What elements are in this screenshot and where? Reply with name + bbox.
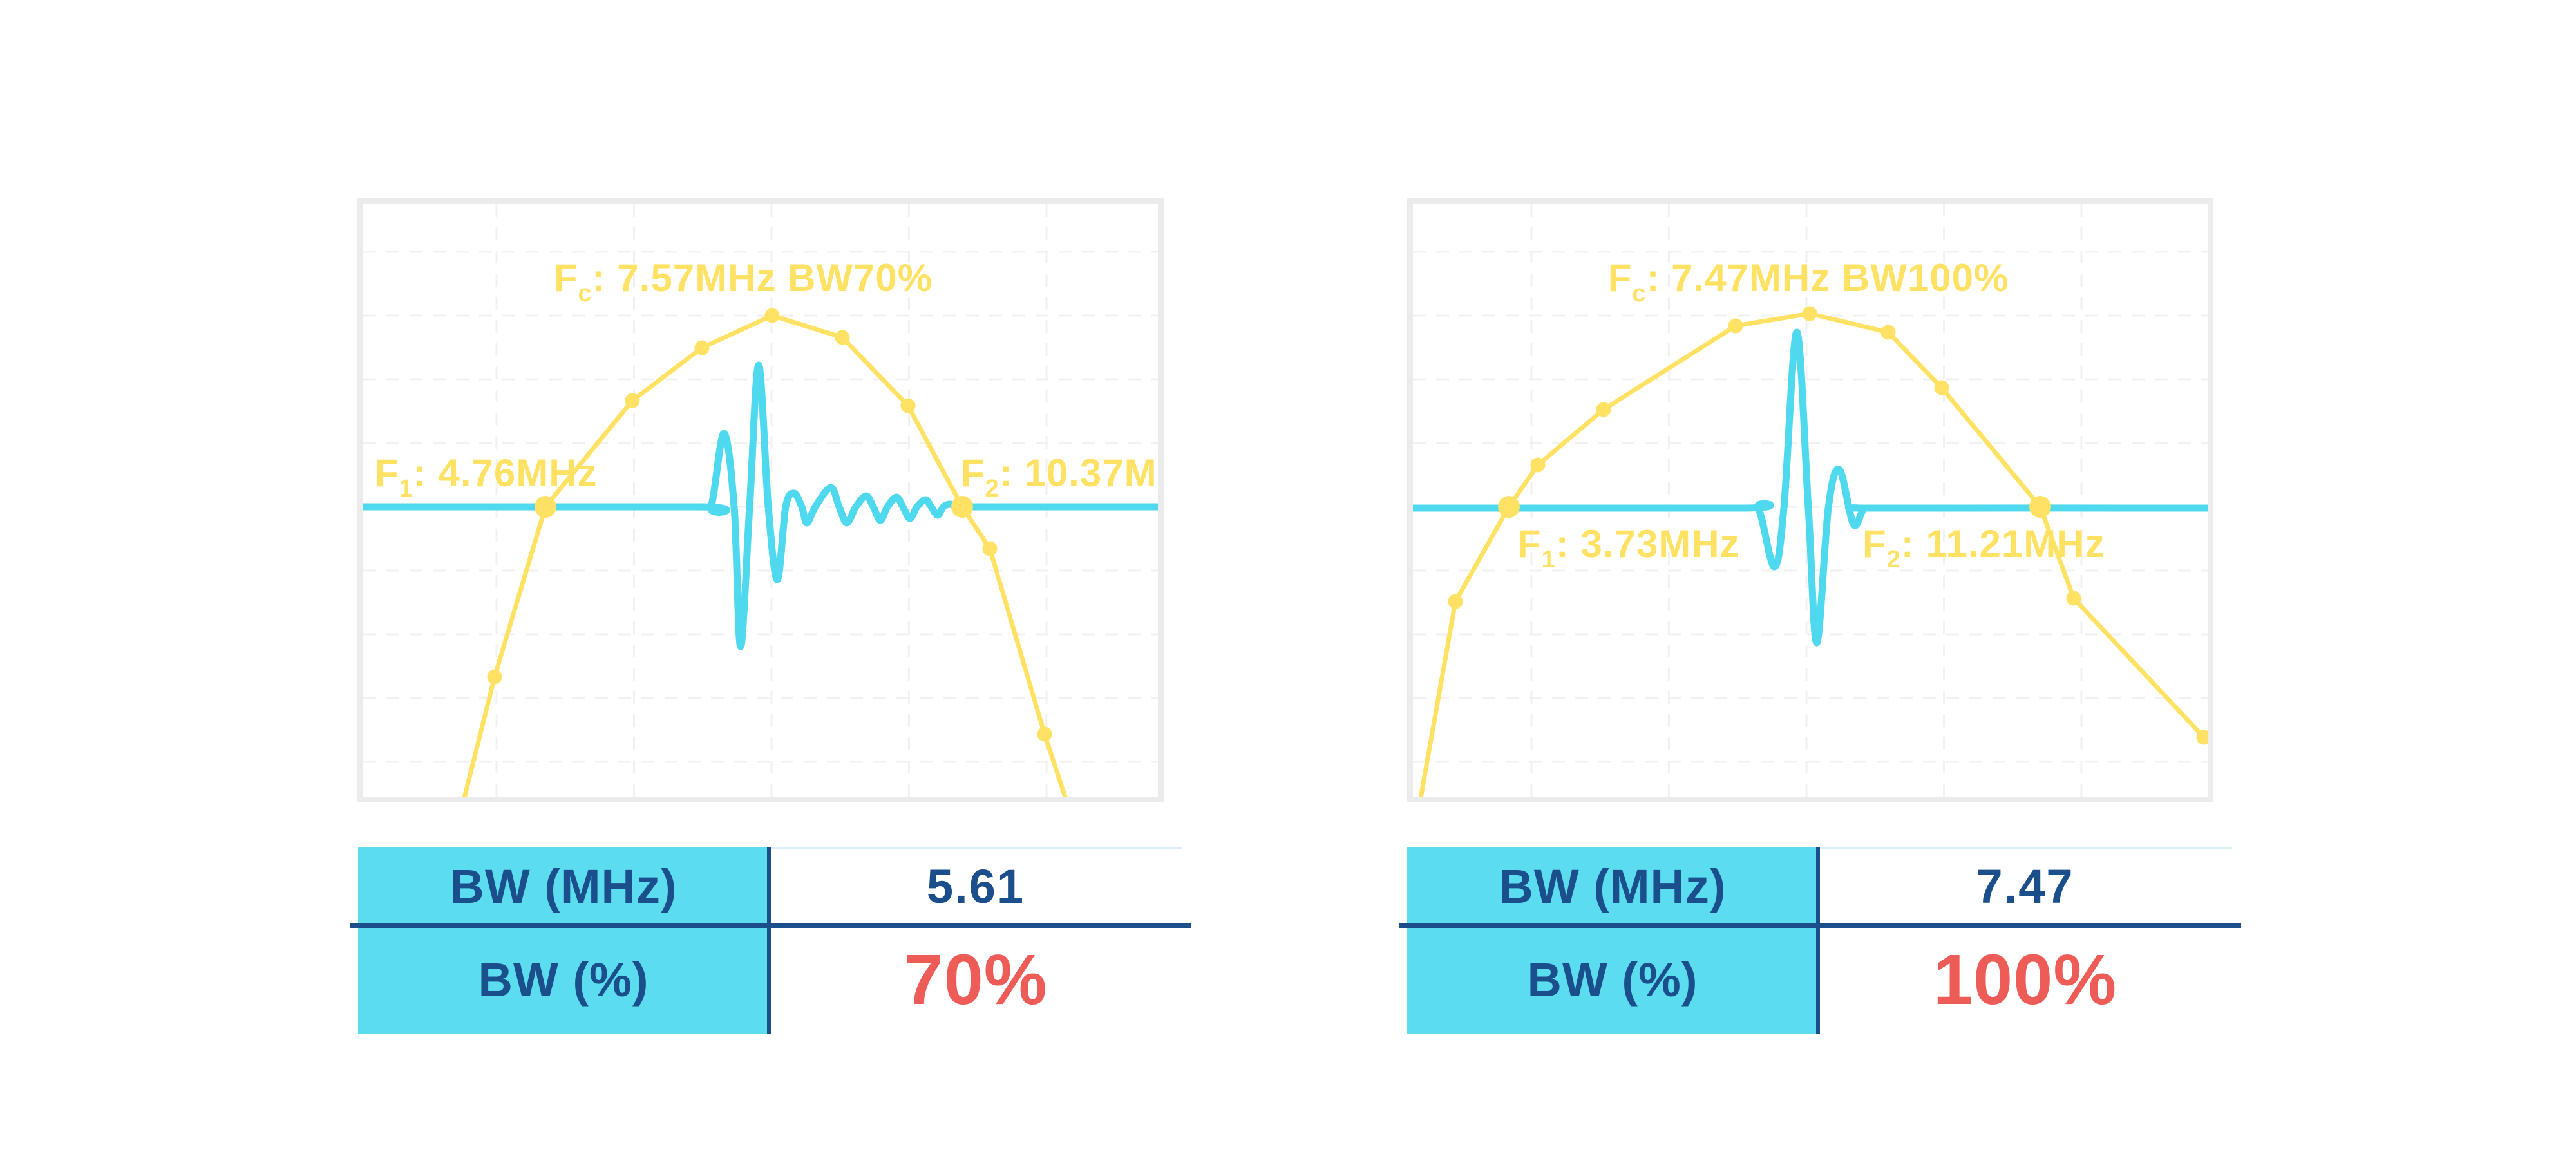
- table-value-bw-pct: 100%: [1933, 940, 2117, 1019]
- chart-canvas-bw70: Fc: 7.57MHz BW70% F1: 4.76MHz F2: 10.37MHz: [363, 204, 1158, 797]
- spectrum-marker: [835, 330, 850, 345]
- spectrum-marker: [1728, 318, 1743, 334]
- chart-bw70: Fc: 7.57MHz BW70% F1: 4.76MHz F2: 10.37MHz: [357, 198, 1164, 802]
- spectrum-marker: [1934, 380, 1949, 395]
- spectrum-marker: [900, 398, 916, 413]
- spectrum-marker: [1530, 457, 1546, 473]
- pulse-echo-signal-curve: [363, 361, 1158, 650]
- bw-table-100: BW (MHz) 7.47 BW (%) 100%: [1399, 847, 2241, 1034]
- table-column-divider: [767, 847, 771, 1034]
- frequency-spectrum-curve: [1418, 311, 2208, 797]
- label-f1: F1: 3.73MHz: [1517, 522, 1740, 573]
- spectrum-marker-big: [2029, 496, 2051, 518]
- spectrum-marker: [764, 308, 780, 323]
- pulse-echo-signal-curve: [1413, 328, 2208, 647]
- table-value-bw-mhz: 5.61: [926, 859, 1025, 913]
- spectrum-marker: [2066, 591, 2081, 606]
- spectrum-marker: [2196, 730, 2208, 745]
- table-top-rule: [1818, 847, 2232, 849]
- table-column-divider: [1816, 847, 1820, 1034]
- label-f2: F2: 10.37MHz: [961, 451, 1158, 502]
- table-label-bw-pct: BW (%): [1407, 925, 1818, 1034]
- chart-canvas-bw100: Fc: 7.47MHz BW100% F1: 3.73MHz F2: 11.21MH…: [1413, 204, 2208, 797]
- table-row-divider: [1399, 923, 2241, 928]
- bw-table-70: BW (MHz) 5.61 BW (%) 70%: [350, 847, 1191, 1034]
- label-f1: F1: 4.76MHz: [375, 451, 598, 502]
- table-value-bw-pct: 70%: [904, 940, 1048, 1019]
- spectrum-marker: [982, 541, 998, 556]
- table-label-bw-pct: BW (%): [358, 925, 769, 1034]
- spectrum-marker-big: [535, 496, 556, 518]
- spectrum-marker: [1802, 306, 1817, 321]
- chart-bw100: Fc: 7.47MHz BW100% F1: 3.73MHz F2: 11.21MH…: [1407, 198, 2213, 802]
- label-fc: Fc: 7.47MHz BW100%: [1608, 256, 2009, 307]
- table-label-bw-mhz: BW (MHz): [1407, 847, 1818, 925]
- table-top-rule: [769, 847, 1182, 849]
- spectrum-marker: [1448, 594, 1463, 609]
- label-fc: Fc: 7.57MHz BW70%: [554, 256, 933, 307]
- spectrum-marker: [694, 340, 710, 355]
- frequency-spectrum-curve: [462, 313, 1068, 797]
- label-f2: F2: 11.21MHz: [1862, 522, 2105, 573]
- spectrum-marker: [487, 669, 502, 685]
- spectrum-marker: [1037, 726, 1052, 742]
- spectrum-marker: [1596, 402, 1611, 417]
- spectrum-marker: [1880, 325, 1896, 340]
- spectrum-marker: [625, 393, 640, 408]
- table-label-bw-mhz: BW (MHz): [358, 847, 769, 925]
- table-value-bw-mhz: 7.47: [1976, 859, 2074, 913]
- spectrum-marker-big: [1498, 496, 1520, 518]
- spectrum-marker-big: [951, 496, 973, 518]
